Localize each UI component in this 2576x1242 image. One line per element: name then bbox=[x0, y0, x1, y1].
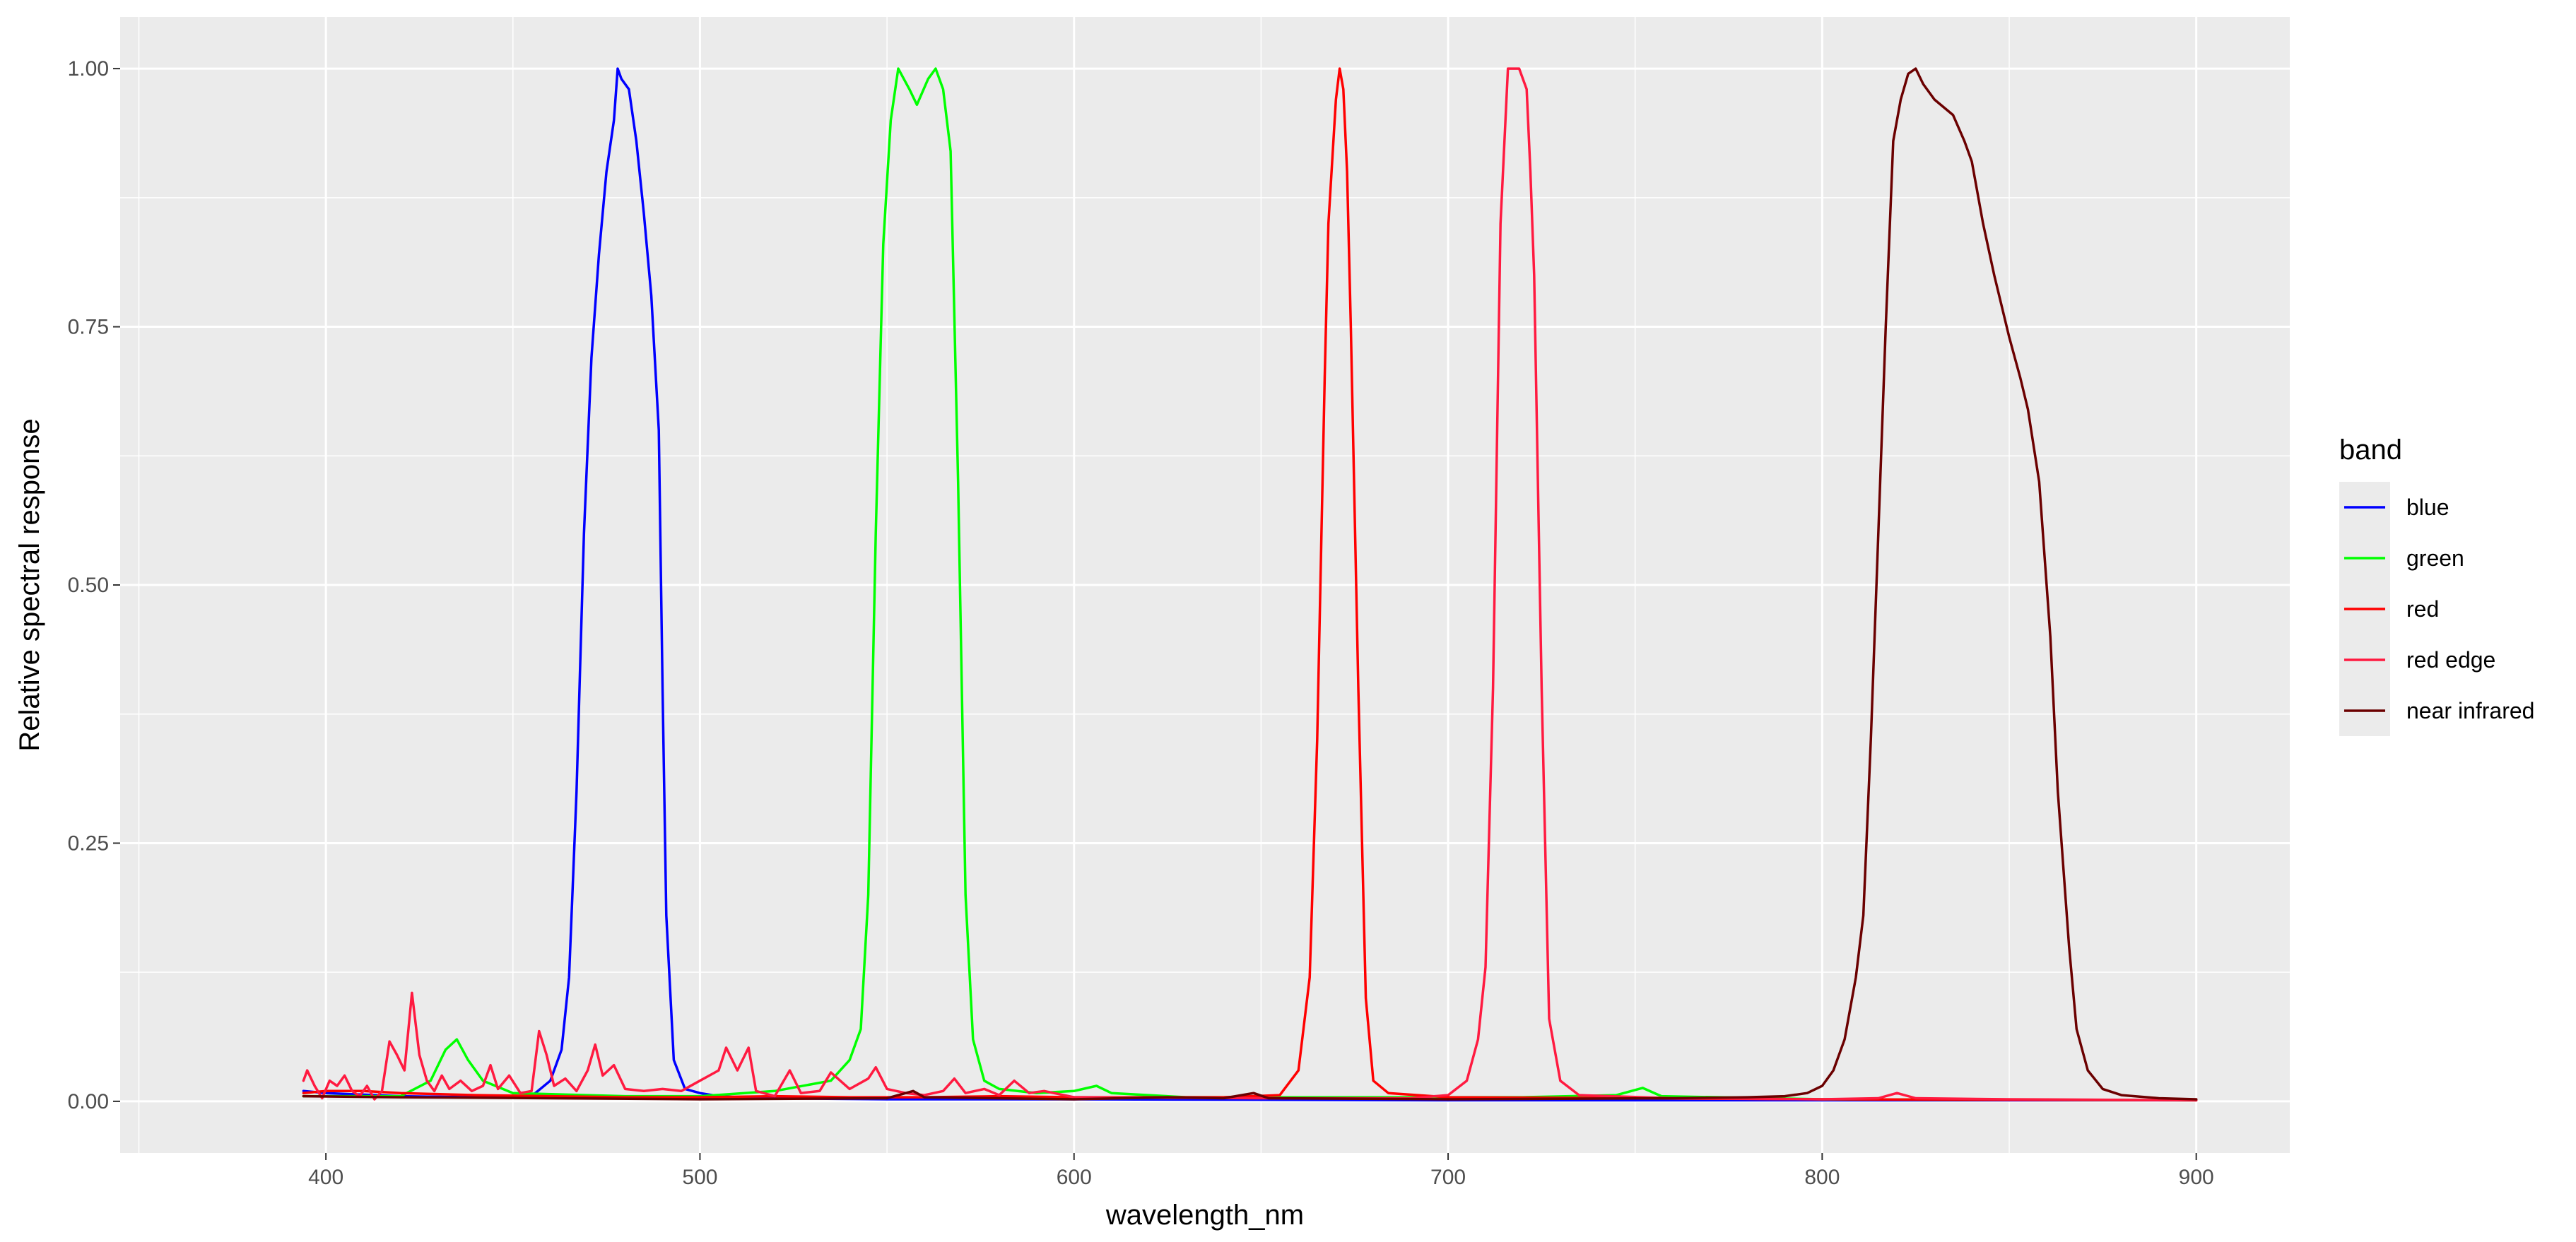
x-tick-label: 700 bbox=[1430, 1166, 1466, 1189]
series-line-near-infrared bbox=[302, 67, 2198, 1101]
x-tick-label: 500 bbox=[682, 1166, 717, 1189]
x-axis-title: wavelength_nm bbox=[1105, 1200, 1304, 1231]
y-tick-labels: 0.00 0.25 0.50 0.75 1.00 bbox=[68, 57, 109, 1113]
legend-label-blue: blue bbox=[2406, 495, 2449, 520]
x-tick-label: 600 bbox=[1057, 1166, 1092, 1189]
axis-ticks bbox=[113, 68, 2197, 1160]
grid-major bbox=[120, 17, 2290, 1153]
series-line-red bbox=[302, 67, 2198, 1102]
legend-label-red-edge: red edge bbox=[2406, 647, 2495, 673]
legend-label-near-infrared: near infrared bbox=[2406, 698, 2534, 723]
series-layer bbox=[302, 67, 2198, 1102]
x-tick-label: 400 bbox=[308, 1166, 343, 1189]
x-tick-labels: 400 500 600 700 800 900 bbox=[308, 1166, 2214, 1189]
y-tick-label: 0.00 bbox=[68, 1090, 109, 1113]
x-tick-label: 800 bbox=[1804, 1166, 1840, 1189]
legend-title: band bbox=[2339, 434, 2402, 466]
legend-items: blue green red red edge near infrared bbox=[2339, 482, 2534, 736]
y-tick-label: 0.50 bbox=[68, 574, 109, 597]
y-tick-label: 0.25 bbox=[68, 832, 109, 855]
y-axis-title: Relative spectral response bbox=[14, 418, 45, 751]
y-tick-label: 1.00 bbox=[68, 57, 109, 81]
legend-label-red: red bbox=[2406, 596, 2439, 622]
legend: band blue green red red edge near infrared bbox=[2339, 434, 2534, 736]
series-line-red-edge bbox=[302, 67, 2198, 1102]
x-tick-label: 900 bbox=[2179, 1166, 2214, 1189]
legend-label-green: green bbox=[2406, 545, 2464, 571]
y-tick-label: 0.75 bbox=[68, 316, 109, 339]
